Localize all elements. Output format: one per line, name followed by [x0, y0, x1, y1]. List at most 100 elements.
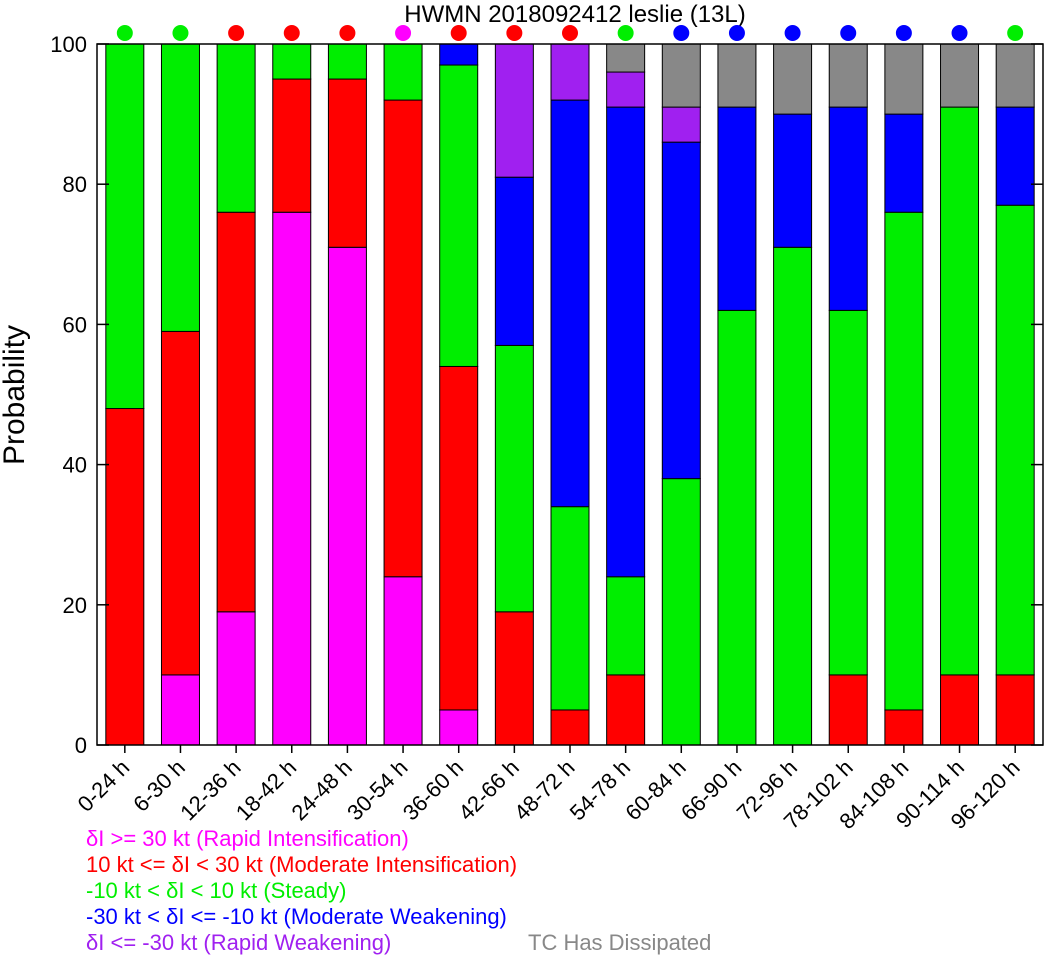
- bar-mi-14: [884, 709, 924, 746]
- bar-st-9: [606, 576, 646, 676]
- bar-st-12: [773, 246, 813, 746]
- y-axis-label: Probability: [0, 325, 31, 465]
- legend-entry-3: -30 kt < δI <= -10 kt (Moderate Weakenin…: [86, 904, 507, 929]
- bar-rw-9: [606, 71, 646, 108]
- x-tick-label-6: 36-60 h: [398, 755, 468, 825]
- category-dot-6: [450, 25, 467, 41]
- bar-mi-4: [327, 78, 367, 248]
- x-tick-label-10: 60-84 h: [620, 755, 690, 825]
- category-dot-2: [228, 25, 245, 41]
- category-dot-9: [617, 25, 634, 41]
- bar-mw-7: [494, 176, 534, 346]
- bar-st-15: [940, 106, 980, 676]
- category-dot-12: [784, 25, 801, 41]
- x-tick-label-2: 12-36 h: [175, 755, 245, 825]
- bar-st-16: [995, 204, 1035, 676]
- category-dot-10: [673, 25, 690, 41]
- bar-st-10: [661, 478, 701, 746]
- bar-mi-15: [940, 674, 980, 746]
- y-tick-label-3: 60: [63, 312, 87, 337]
- x-tick-label-11: 66-90 h: [676, 755, 746, 825]
- bar-ri-6: [439, 709, 479, 746]
- bar-st-7: [494, 344, 534, 613]
- legend-entry-1: 10 kt <= δI < 30 kt (Moderate Intensific…: [86, 852, 518, 877]
- x-axis-ticks: 0-24 h6-30 h12-36 h18-42 h24-48 h30-54 h…: [73, 745, 1025, 834]
- bar-ri-5: [383, 576, 423, 746]
- bar-st-8: [550, 506, 590, 711]
- category-dot-7: [506, 25, 523, 41]
- bar-ri-3: [272, 211, 312, 746]
- category-dot-15: [951, 25, 968, 41]
- bar-mw-6: [439, 43, 479, 66]
- chart-title: HWMN 2018092412 leslie (13L): [404, 1, 746, 28]
- bar-mi-13: [828, 674, 868, 746]
- bar-mi-9: [606, 674, 646, 746]
- y-tick-label-1: 20: [63, 593, 87, 618]
- y-axis-ticks: 0 20 40 60 80 100: [50, 32, 1043, 758]
- category-dot-4: [339, 25, 356, 41]
- bar-mw-13: [828, 106, 868, 311]
- bar-dis-11: [717, 43, 757, 108]
- legend-entry-4: δI <= -30 kt (Rapid Weakening): [86, 930, 392, 955]
- category-dot-0: [116, 25, 133, 41]
- bar-st-0: [105, 43, 145, 410]
- y-tick-label-4: 80: [63, 172, 87, 197]
- y-tick-label-0: 0: [75, 733, 87, 758]
- bar-st-4: [327, 43, 367, 80]
- bars-group: [105, 43, 1035, 746]
- bar-dis-14: [884, 43, 924, 115]
- bar-dis-10: [661, 43, 701, 108]
- bar-mi-2: [216, 211, 256, 613]
- bar-mw-16: [995, 106, 1035, 206]
- bar-ri-2: [216, 611, 256, 746]
- x-tick-label-4: 24-48 h: [287, 755, 357, 825]
- category-dot-14: [895, 25, 912, 41]
- bar-dis-15: [940, 43, 980, 108]
- bar-mi-7: [494, 611, 534, 746]
- bar-rw-8: [550, 43, 590, 101]
- legend-entry-2: -10 kt < δI < 10 kt (Steady): [86, 878, 347, 903]
- bar-st-13: [828, 309, 868, 676]
- bar-st-2: [216, 43, 256, 213]
- bar-dis-9: [606, 43, 646, 73]
- category-dot-11: [728, 25, 745, 41]
- bar-rw-10: [661, 106, 701, 143]
- bar-mw-8: [550, 99, 590, 508]
- x-tick-label-0: 0-24 h: [73, 755, 135, 817]
- x-tick-label-3: 18-42 h: [231, 755, 301, 825]
- x-tick-label-9: 54-78 h: [565, 755, 635, 825]
- bar-mi-5: [383, 99, 423, 578]
- bar-ri-1: [160, 674, 200, 746]
- category-dots-group: [116, 25, 1024, 41]
- bar-dis-16: [995, 43, 1035, 108]
- bar-mw-10: [661, 141, 701, 480]
- bar-mi-8: [550, 709, 590, 746]
- legend-entry-0: δI >= 30 kt (Rapid Intensification): [86, 826, 409, 851]
- bar-dis-13: [828, 43, 868, 108]
- bar-st-5: [383, 43, 423, 101]
- bar-mi-6: [439, 365, 479, 711]
- bar-rw-7: [494, 43, 534, 178]
- y-tick-label-5: 100: [50, 32, 87, 57]
- legend: δI >= 30 kt (Rapid Intensification) 10 kt…: [86, 826, 711, 956]
- bar-mw-11: [717, 106, 757, 311]
- bar-mi-16: [995, 674, 1035, 746]
- bar-st-3: [272, 43, 312, 80]
- bar-dis-12: [773, 43, 813, 115]
- category-dot-1: [172, 25, 189, 41]
- category-dot-13: [840, 25, 857, 41]
- bar-mw-9: [606, 106, 646, 578]
- bar-st-11: [717, 309, 757, 746]
- x-tick-label-7: 42-66 h: [453, 755, 523, 825]
- category-dot-5: [395, 25, 412, 41]
- bar-mi-3: [272, 78, 312, 213]
- bar-st-1: [160, 43, 200, 332]
- x-tick-label-5: 30-54 h: [342, 755, 412, 825]
- bar-ri-4: [327, 246, 367, 746]
- legend-entry-dissipated: TC Has Dissipated: [528, 930, 712, 955]
- category-dot-3: [283, 25, 300, 41]
- category-dot-16: [1007, 25, 1024, 41]
- bar-mi-0: [105, 408, 145, 746]
- bar-mw-12: [773, 113, 813, 248]
